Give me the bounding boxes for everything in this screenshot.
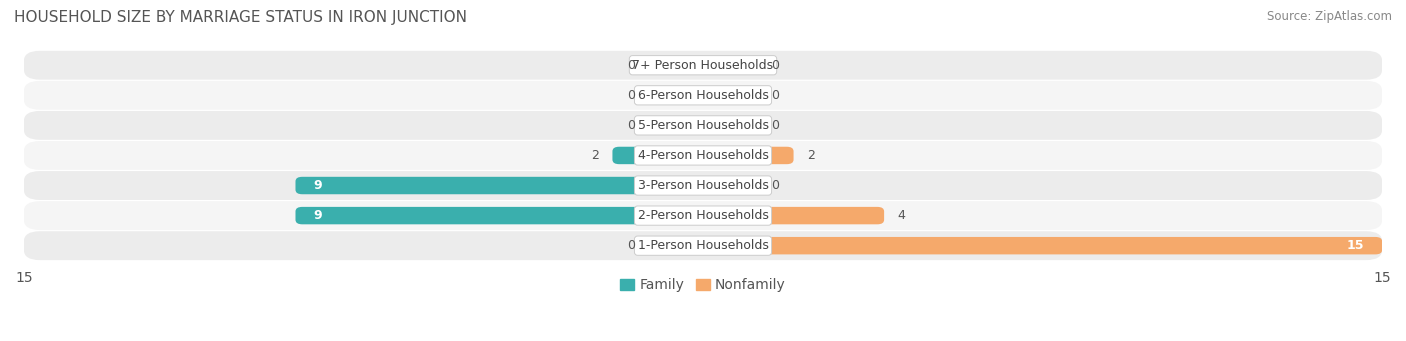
FancyBboxPatch shape	[648, 117, 703, 134]
FancyBboxPatch shape	[24, 141, 1382, 170]
FancyBboxPatch shape	[295, 207, 703, 224]
Text: 0: 0	[627, 239, 636, 252]
FancyBboxPatch shape	[703, 57, 758, 74]
Text: 4: 4	[897, 209, 905, 222]
Text: 9: 9	[314, 179, 322, 192]
FancyBboxPatch shape	[648, 57, 703, 74]
Text: 0: 0	[770, 89, 779, 102]
Text: 4-Person Households: 4-Person Households	[637, 149, 769, 162]
Text: 1-Person Households: 1-Person Households	[637, 239, 769, 252]
Text: 0: 0	[627, 119, 636, 132]
Text: 6-Person Households: 6-Person Households	[637, 89, 769, 102]
Text: 2: 2	[591, 149, 599, 162]
Legend: Family, Nonfamily: Family, Nonfamily	[614, 273, 792, 298]
FancyBboxPatch shape	[703, 147, 793, 164]
FancyBboxPatch shape	[24, 231, 1382, 260]
FancyBboxPatch shape	[24, 51, 1382, 80]
FancyBboxPatch shape	[703, 207, 884, 224]
FancyBboxPatch shape	[703, 117, 758, 134]
Text: 2: 2	[807, 149, 815, 162]
FancyBboxPatch shape	[703, 87, 758, 104]
FancyBboxPatch shape	[648, 237, 703, 254]
Text: 0: 0	[627, 89, 636, 102]
Text: Source: ZipAtlas.com: Source: ZipAtlas.com	[1267, 10, 1392, 23]
FancyBboxPatch shape	[24, 171, 1382, 200]
FancyBboxPatch shape	[24, 201, 1382, 230]
Text: 0: 0	[770, 179, 779, 192]
Text: 0: 0	[770, 59, 779, 72]
Text: 0: 0	[770, 119, 779, 132]
FancyBboxPatch shape	[24, 111, 1382, 140]
Text: 15: 15	[1347, 239, 1364, 252]
FancyBboxPatch shape	[24, 81, 1382, 110]
Text: 3-Person Households: 3-Person Households	[637, 179, 769, 192]
Text: 0: 0	[627, 59, 636, 72]
FancyBboxPatch shape	[703, 177, 758, 194]
Text: 9: 9	[314, 209, 322, 222]
FancyBboxPatch shape	[613, 147, 703, 164]
Text: 7+ Person Households: 7+ Person Households	[633, 59, 773, 72]
Text: 2-Person Households: 2-Person Households	[637, 209, 769, 222]
FancyBboxPatch shape	[703, 237, 1382, 254]
FancyBboxPatch shape	[648, 87, 703, 104]
FancyBboxPatch shape	[295, 177, 703, 194]
Text: 5-Person Households: 5-Person Households	[637, 119, 769, 132]
Text: HOUSEHOLD SIZE BY MARRIAGE STATUS IN IRON JUNCTION: HOUSEHOLD SIZE BY MARRIAGE STATUS IN IRO…	[14, 10, 467, 25]
